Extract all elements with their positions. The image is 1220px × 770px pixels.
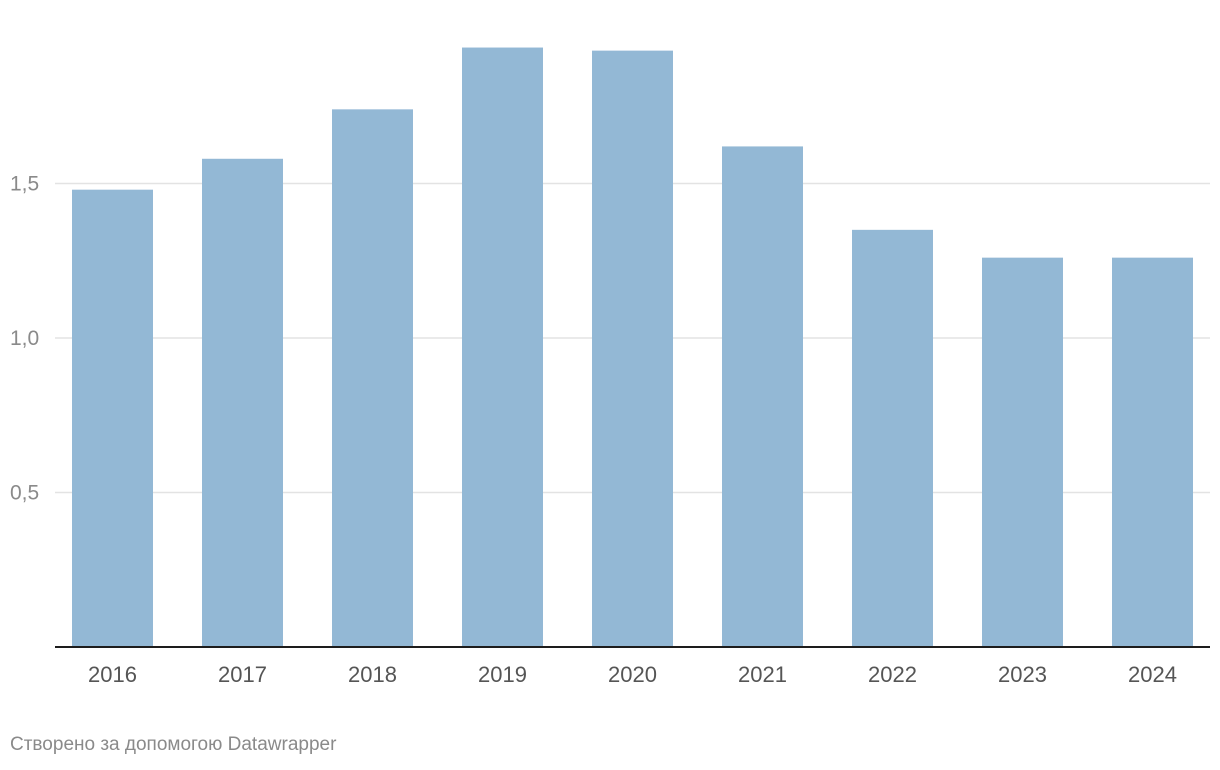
x-tick-label-2017: 2017 (218, 662, 267, 687)
bar-2024 (1112, 257, 1193, 647)
bar-2022 (852, 229, 933, 647)
x-tick-label-2019: 2019 (478, 662, 527, 687)
y-tick-label: 1,5 (10, 173, 39, 196)
bar-2021 (722, 146, 803, 648)
bar-2023 (982, 257, 1063, 647)
x-tick-label-2018: 2018 (348, 662, 397, 687)
bar-chart: 0,51,01,5 2016 2017 2018 2019 2020 2021 2022 20… (10, 47, 1210, 687)
x-tick-label-2021: 2021 (738, 662, 787, 687)
x-tick-label-2016: 2016 (88, 662, 137, 687)
y-tick-label: 1,0 (10, 327, 39, 350)
x-tick-label-2022: 2022 (868, 662, 917, 687)
datawrapper-credit: Створено за допомогою Datawrapper (10, 734, 337, 755)
x-tick-label-2024: 2024 (1128, 662, 1177, 687)
x-tick-label-2023: 2023 (998, 662, 1047, 687)
bar-2020 (592, 50, 673, 647)
bar-2016 (72, 189, 153, 647)
bar-2019 (462, 47, 543, 648)
x-axis-labels: 2016 2017 2018 2019 2020 2021 2022 2023 2024 (88, 662, 1177, 687)
bars (72, 47, 1193, 648)
bar-2018 (332, 109, 413, 648)
y-tick-label: 0,5 (10, 482, 39, 505)
y-axis-labels: 0,5 1,0 1,5 (10, 173, 39, 505)
x-tick-label-2020: 2020 (608, 662, 657, 687)
bar-2017 (202, 158, 283, 647)
